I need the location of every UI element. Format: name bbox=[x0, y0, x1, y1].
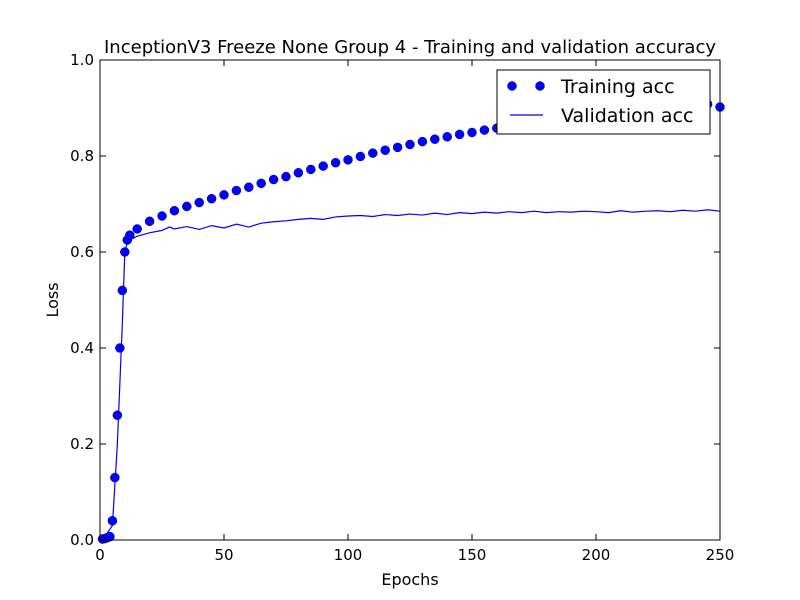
training-acc-point bbox=[293, 168, 304, 178]
training-acc-point bbox=[125, 230, 135, 240]
x-tick-label: 200 bbox=[582, 546, 611, 564]
training-acc-point bbox=[454, 129, 465, 140]
y-tick-label: 0.4 bbox=[70, 339, 94, 357]
training-acc-point bbox=[256, 178, 266, 189]
training-acc-point bbox=[115, 343, 125, 353]
chart-title: InceptionV3 Freeze None Group 4 - Traini… bbox=[104, 37, 716, 58]
training-acc-point bbox=[182, 201, 192, 212]
training-acc-point bbox=[479, 125, 490, 135]
training-acc-point bbox=[110, 472, 120, 483]
training-acc-point bbox=[157, 211, 167, 221]
training-acc-point bbox=[318, 161, 328, 171]
training-acc-point bbox=[132, 224, 142, 234]
training-acc-point bbox=[206, 193, 217, 204]
training-acc-point bbox=[330, 157, 341, 168]
training-acc-point bbox=[355, 151, 366, 162]
training-acc-point bbox=[169, 205, 180, 216]
training-acc-point bbox=[120, 247, 130, 257]
legend-marker-training-2 bbox=[535, 81, 545, 91]
training-acc-point bbox=[417, 136, 428, 147]
y-axis-label: Loss bbox=[43, 282, 62, 317]
training-acc-point bbox=[467, 127, 477, 138]
legend-label-validation: Validation acc bbox=[561, 105, 693, 127]
training-acc-point bbox=[268, 174, 279, 185]
training-acc-point bbox=[442, 132, 452, 142]
training-acc-point bbox=[430, 134, 440, 144]
y-tick-label: 1.0 bbox=[70, 51, 94, 69]
training-acc-point bbox=[380, 145, 390, 155]
x-tick-label: 50 bbox=[214, 546, 233, 564]
training-acc-point bbox=[194, 197, 204, 208]
training-acc-point bbox=[219, 190, 229, 200]
x-axis-label: Epochs bbox=[381, 570, 438, 589]
legend: Training acc Validation acc bbox=[496, 69, 711, 135]
legend-box bbox=[496, 69, 711, 135]
training-acc-point bbox=[405, 139, 415, 150]
training-acc-point bbox=[368, 148, 378, 158]
x-tick-label: 0 bbox=[95, 546, 105, 564]
y-tick-label: 0.8 bbox=[70, 147, 94, 165]
y-tick-label: 0.0 bbox=[70, 531, 94, 549]
validation-acc-line bbox=[101, 209, 721, 541]
x-tick-label: 100 bbox=[334, 546, 363, 564]
training-acc-point bbox=[281, 171, 291, 182]
training-acc-point bbox=[117, 285, 128, 296]
plot-frame bbox=[99, 59, 721, 541]
y-tick-label: 0.6 bbox=[70, 243, 94, 261]
training-acc-point bbox=[105, 531, 115, 542]
training-acc-point bbox=[107, 516, 118, 526]
x-tick-label: 150 bbox=[458, 546, 487, 564]
legend-marker-training bbox=[507, 81, 517, 91]
training-acc-point bbox=[231, 185, 242, 196]
x-tick-label: 250 bbox=[706, 546, 735, 564]
training-acc-point bbox=[144, 216, 155, 227]
training-acc-point bbox=[343, 155, 353, 165]
training-acc-point bbox=[244, 182, 254, 192]
legend-label-training: Training acc bbox=[560, 76, 675, 98]
training-acc-point bbox=[112, 410, 123, 420]
ticks-layer: 0 50 100 150 200 250 0.0 0.2 0.4 0.6 0.8 1.0 bbox=[70, 51, 734, 564]
training-acc-point bbox=[306, 164, 316, 175]
y-tick-label: 0.2 bbox=[70, 435, 94, 453]
training-acc-point bbox=[392, 142, 403, 153]
